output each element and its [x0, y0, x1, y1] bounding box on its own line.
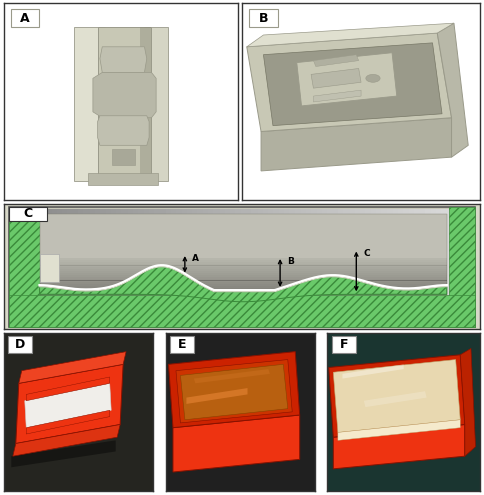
- Polygon shape: [314, 54, 359, 66]
- Polygon shape: [13, 425, 120, 456]
- Polygon shape: [176, 359, 292, 423]
- Polygon shape: [26, 410, 110, 434]
- Polygon shape: [247, 23, 454, 47]
- Bar: [40, 263, 447, 265]
- FancyBboxPatch shape: [249, 9, 278, 27]
- Polygon shape: [186, 388, 247, 404]
- Polygon shape: [460, 348, 476, 456]
- Bar: [9, 207, 40, 327]
- Polygon shape: [11, 441, 116, 467]
- Polygon shape: [338, 420, 460, 441]
- FancyBboxPatch shape: [8, 336, 32, 353]
- Polygon shape: [74, 27, 105, 181]
- Polygon shape: [16, 364, 123, 444]
- Polygon shape: [247, 33, 452, 132]
- Bar: [40, 265, 447, 267]
- FancyBboxPatch shape: [170, 336, 194, 353]
- Polygon shape: [98, 116, 149, 146]
- Bar: [40, 254, 59, 282]
- Bar: [40, 292, 447, 294]
- Polygon shape: [314, 90, 361, 102]
- Bar: [40, 284, 447, 286]
- FancyBboxPatch shape: [332, 336, 356, 353]
- Bar: [40, 286, 447, 288]
- Text: C: C: [363, 249, 370, 258]
- Bar: [40, 271, 447, 273]
- Text: A: A: [192, 253, 199, 263]
- Polygon shape: [98, 27, 151, 181]
- Text: B: B: [258, 12, 268, 25]
- Bar: [40, 269, 447, 271]
- Text: E: E: [178, 338, 186, 351]
- Bar: [40, 214, 447, 296]
- Bar: [40, 258, 447, 260]
- Bar: [40, 267, 447, 269]
- Polygon shape: [263, 43, 442, 126]
- Ellipse shape: [366, 74, 380, 82]
- Polygon shape: [112, 149, 135, 165]
- Bar: [40, 279, 447, 281]
- Polygon shape: [343, 364, 404, 379]
- Text: C: C: [23, 207, 32, 220]
- Bar: [9, 296, 475, 327]
- Bar: [40, 282, 447, 284]
- Polygon shape: [364, 391, 426, 407]
- Bar: [40, 277, 447, 279]
- Polygon shape: [26, 377, 110, 401]
- Polygon shape: [181, 364, 288, 420]
- Bar: [40, 273, 447, 275]
- Polygon shape: [168, 351, 300, 428]
- Polygon shape: [333, 425, 465, 469]
- Polygon shape: [88, 173, 158, 185]
- FancyBboxPatch shape: [11, 9, 39, 27]
- Bar: [40, 280, 447, 282]
- Polygon shape: [140, 27, 151, 181]
- Bar: [40, 260, 447, 262]
- Text: B: B: [287, 256, 294, 266]
- FancyBboxPatch shape: [9, 207, 47, 221]
- Polygon shape: [333, 359, 460, 433]
- Text: A: A: [20, 12, 30, 25]
- Bar: [40, 275, 447, 277]
- Polygon shape: [329, 355, 465, 437]
- Polygon shape: [437, 23, 468, 157]
- Polygon shape: [194, 369, 270, 383]
- Polygon shape: [173, 415, 300, 472]
- Polygon shape: [311, 68, 361, 88]
- Polygon shape: [100, 47, 147, 72]
- Text: F: F: [340, 338, 348, 351]
- Bar: [40, 294, 447, 296]
- Polygon shape: [144, 27, 168, 181]
- Text: D: D: [15, 338, 25, 351]
- Bar: [40, 288, 447, 290]
- Polygon shape: [297, 52, 397, 106]
- Bar: [449, 207, 475, 327]
- Polygon shape: [93, 72, 156, 118]
- Polygon shape: [25, 383, 111, 428]
- Polygon shape: [40, 267, 447, 302]
- Bar: [40, 262, 447, 264]
- Polygon shape: [19, 351, 126, 383]
- Polygon shape: [261, 118, 452, 171]
- Bar: [40, 290, 447, 292]
